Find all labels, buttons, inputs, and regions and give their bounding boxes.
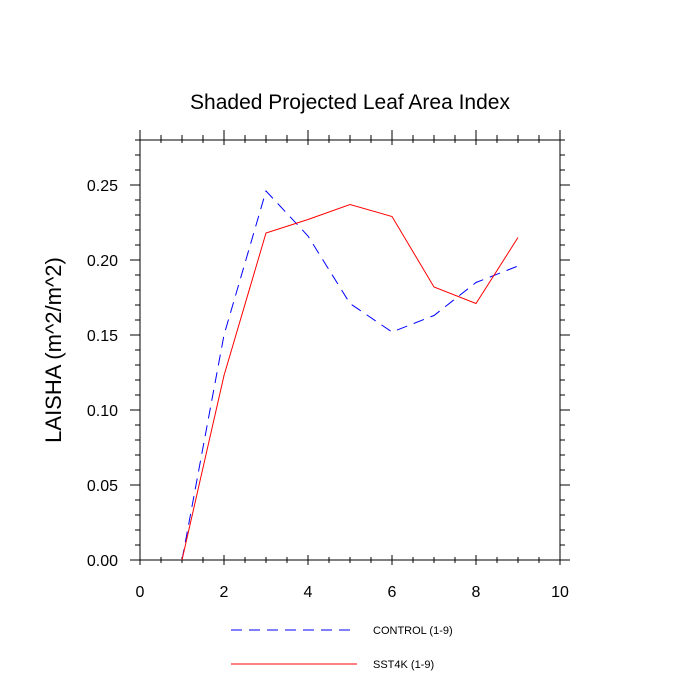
x-tick-label: 6 bbox=[388, 584, 397, 601]
plot-frame bbox=[139, 139, 561, 561]
x-tick-label: 8 bbox=[472, 584, 481, 601]
legend-label: SST4K (1-9) bbox=[373, 659, 434, 671]
x-tick-label: 4 bbox=[304, 584, 313, 601]
x-tick-label: 0 bbox=[136, 584, 145, 601]
series-line-sst4k bbox=[181, 203, 519, 561]
y-tick-label: 0.25 bbox=[87, 178, 118, 195]
legend: CONTROL (1-9) SST4K (1-9) bbox=[231, 625, 453, 671]
x-tick-label: 10 bbox=[551, 584, 569, 601]
y-tick-label: 0.10 bbox=[87, 403, 118, 420]
chart-title: Shaded Projected Leaf Area Index bbox=[190, 91, 510, 114]
x-tick-label: 2 bbox=[220, 584, 229, 601]
series-line-control bbox=[181, 190, 519, 561]
series-lines bbox=[181, 190, 519, 561]
y-tick-label: 0.05 bbox=[87, 478, 118, 495]
axis-ticks: 0 2 4 6 8 10 0.00 0.05 0.10 0.15 0.20 0.25 bbox=[87, 130, 570, 601]
y-tick-label: 0.15 bbox=[87, 328, 118, 345]
legend-label: CONTROL (1-9) bbox=[373, 625, 453, 637]
y-axis-label: LAISHA (m^2/m^2) bbox=[41, 257, 66, 443]
y-tick-label: 0.20 bbox=[87, 253, 118, 270]
y-tick-label: 0.00 bbox=[87, 553, 118, 570]
